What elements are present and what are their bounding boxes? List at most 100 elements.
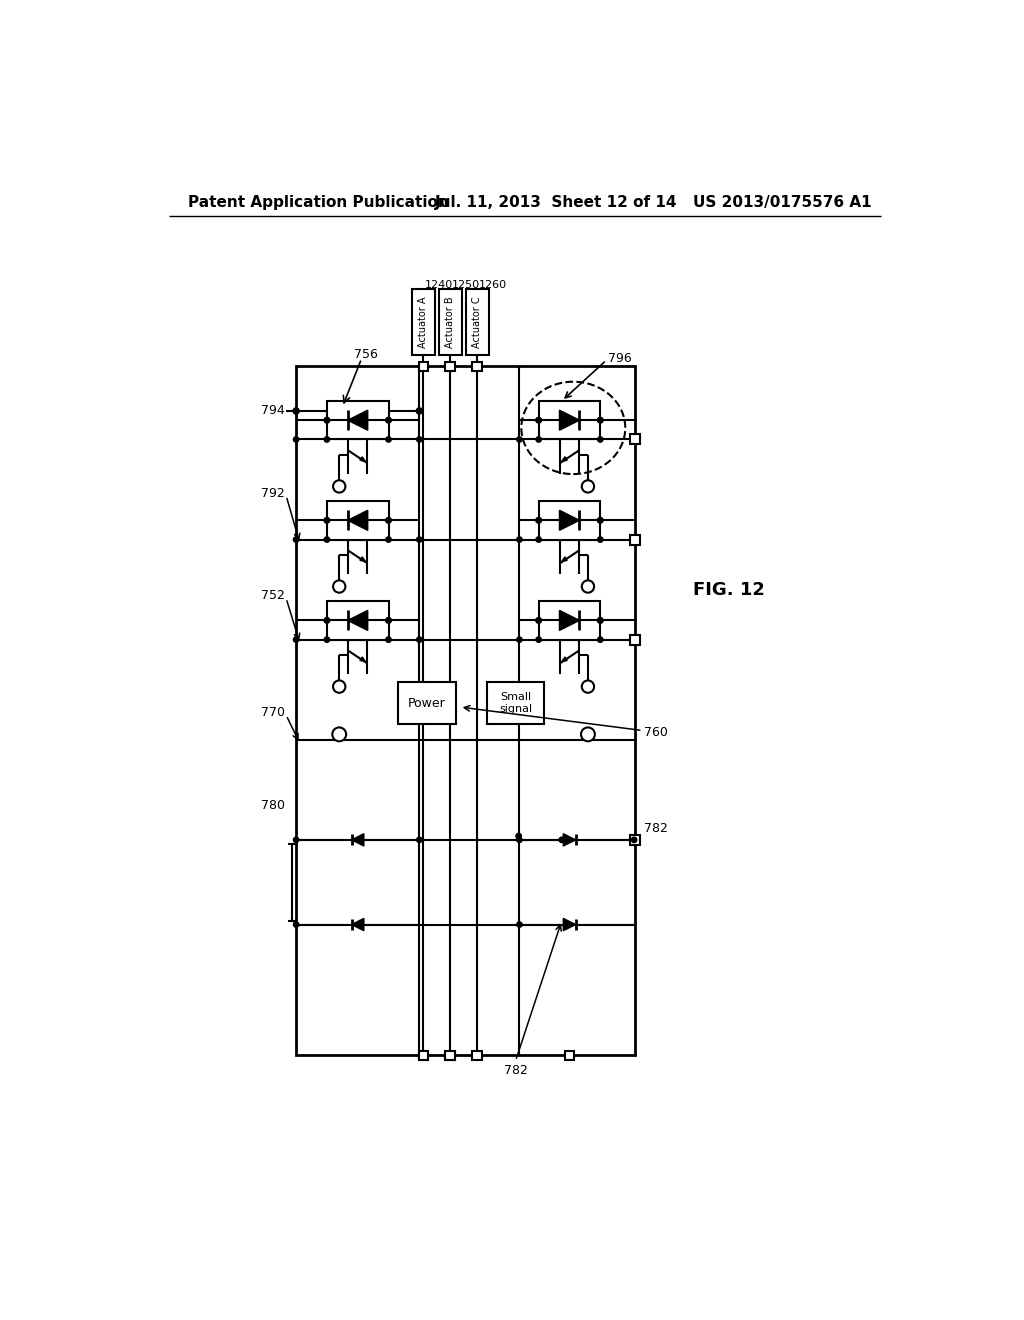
FancyBboxPatch shape	[412, 289, 435, 355]
Text: 780: 780	[260, 799, 285, 812]
Text: Patent Application Publication: Patent Application Publication	[188, 195, 450, 210]
Text: Actuator C: Actuator C	[472, 296, 482, 348]
Text: 756: 756	[354, 348, 378, 362]
Polygon shape	[351, 919, 364, 931]
FancyBboxPatch shape	[539, 401, 600, 440]
Bar	[419, 1051, 428, 1060]
Circle shape	[559, 837, 564, 842]
Polygon shape	[559, 511, 580, 531]
Circle shape	[386, 638, 391, 643]
Circle shape	[536, 618, 542, 623]
Circle shape	[294, 437, 299, 442]
Text: 752: 752	[261, 589, 285, 602]
Bar	[565, 1051, 574, 1060]
Bar	[445, 1051, 455, 1060]
Polygon shape	[359, 557, 366, 561]
Circle shape	[417, 638, 422, 643]
Circle shape	[517, 638, 522, 643]
Circle shape	[536, 638, 542, 643]
Circle shape	[293, 408, 299, 414]
Text: FIG. 12: FIG. 12	[692, 581, 765, 598]
Circle shape	[598, 437, 603, 442]
Circle shape	[386, 517, 391, 523]
Text: 792: 792	[261, 487, 285, 500]
Circle shape	[536, 517, 542, 523]
Circle shape	[325, 417, 330, 422]
Circle shape	[386, 618, 391, 623]
Circle shape	[333, 480, 345, 492]
Text: 796: 796	[608, 352, 632, 366]
Text: 770: 770	[260, 706, 285, 719]
Polygon shape	[562, 557, 567, 561]
FancyBboxPatch shape	[327, 601, 388, 640]
Circle shape	[325, 417, 330, 422]
Circle shape	[598, 618, 603, 623]
Polygon shape	[562, 657, 567, 661]
Circle shape	[416, 408, 422, 414]
Circle shape	[582, 480, 594, 492]
Bar	[445, 362, 455, 371]
Circle shape	[536, 417, 542, 422]
Polygon shape	[348, 511, 368, 531]
FancyBboxPatch shape	[327, 502, 388, 540]
Circle shape	[325, 618, 330, 623]
Bar	[472, 1051, 481, 1060]
FancyBboxPatch shape	[486, 682, 545, 725]
Circle shape	[325, 537, 330, 543]
Text: Power: Power	[409, 697, 445, 710]
Circle shape	[325, 618, 330, 623]
Circle shape	[333, 581, 345, 593]
Circle shape	[417, 437, 422, 442]
Circle shape	[386, 517, 391, 523]
Circle shape	[333, 727, 346, 742]
Text: 1250: 1250	[452, 280, 480, 290]
Circle shape	[598, 517, 603, 523]
Circle shape	[517, 537, 522, 543]
Circle shape	[598, 417, 603, 422]
Circle shape	[325, 517, 330, 523]
Polygon shape	[359, 657, 366, 661]
Circle shape	[598, 417, 603, 422]
Circle shape	[386, 437, 391, 442]
Circle shape	[598, 638, 603, 643]
Bar	[419, 362, 428, 371]
Polygon shape	[359, 457, 366, 462]
Bar	[419, 1051, 428, 1060]
Circle shape	[386, 417, 391, 422]
Circle shape	[417, 537, 422, 543]
FancyBboxPatch shape	[438, 289, 462, 355]
Circle shape	[536, 618, 542, 623]
Polygon shape	[563, 834, 575, 846]
Text: 1240: 1240	[425, 280, 453, 290]
Circle shape	[582, 681, 594, 693]
Bar	[630, 535, 640, 545]
FancyBboxPatch shape	[327, 401, 388, 440]
Circle shape	[536, 417, 542, 422]
Circle shape	[386, 618, 391, 623]
Text: US 2013/0175576 A1: US 2013/0175576 A1	[692, 195, 871, 210]
Circle shape	[517, 437, 522, 442]
Circle shape	[294, 921, 299, 927]
Polygon shape	[559, 411, 580, 430]
Circle shape	[325, 437, 330, 442]
Circle shape	[333, 681, 345, 693]
Circle shape	[294, 638, 299, 643]
FancyBboxPatch shape	[539, 502, 600, 540]
Circle shape	[598, 517, 603, 523]
Bar	[630, 834, 640, 845]
Circle shape	[536, 437, 542, 442]
Bar	[630, 635, 640, 644]
FancyBboxPatch shape	[296, 367, 635, 1056]
Bar	[472, 362, 481, 371]
Polygon shape	[559, 610, 580, 631]
Text: 782: 782	[644, 822, 668, 834]
Bar	[630, 434, 640, 445]
FancyBboxPatch shape	[466, 289, 488, 355]
Circle shape	[517, 921, 522, 927]
Circle shape	[598, 618, 603, 623]
Text: Actuator B: Actuator B	[445, 296, 455, 348]
Text: Jul. 11, 2013  Sheet 12 of 14: Jul. 11, 2013 Sheet 12 of 14	[435, 195, 677, 210]
Circle shape	[294, 537, 299, 543]
Text: Actuator A: Actuator A	[418, 296, 428, 347]
Bar	[445, 1051, 455, 1060]
